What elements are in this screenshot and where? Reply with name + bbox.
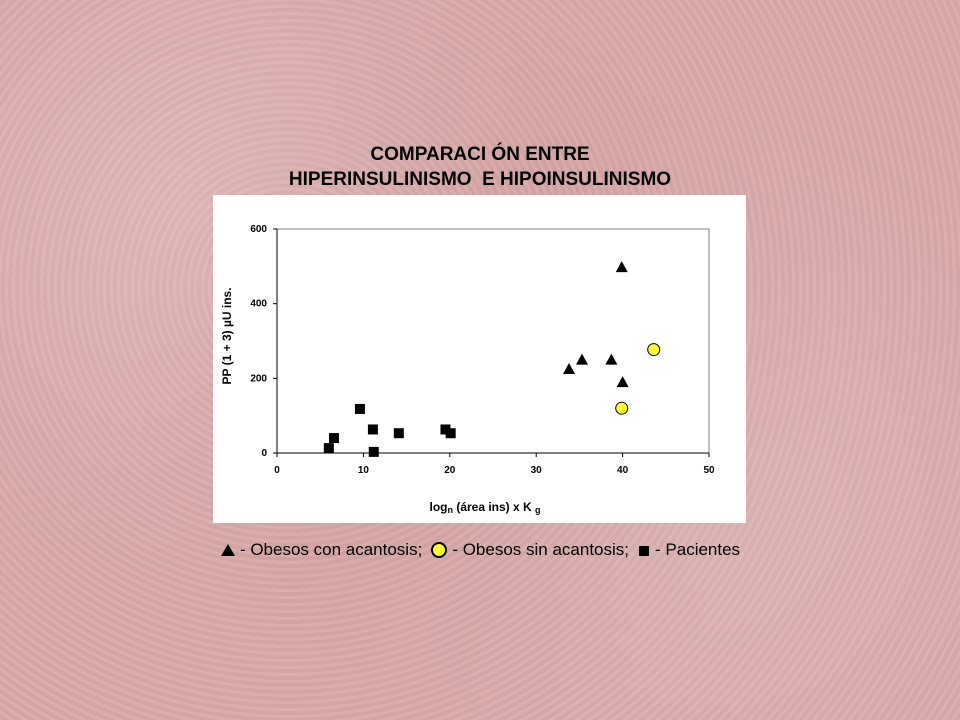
data-point-square: [354, 403, 365, 414]
legend-item-obesos-sin-acantosis: - Obesos sin acantosis;: [430, 540, 629, 560]
legend-label: - Pacientes: [655, 540, 741, 559]
chart-area: 0 10 20 30 40 50 0 200 400 600 PP (1 + 3) µU ins. l…: [213, 195, 746, 523]
y-tick-label: 200: [250, 373, 267, 384]
legend-item-pacientes: - Pacientes: [637, 540, 740, 560]
data-point-triangle: [616, 376, 629, 388]
chart-title: COMPARACI ÓN ENTRE HIPERINSULINISMO E HI…: [0, 142, 960, 192]
legend-item-obesos-con-acantosis: - Obesos con acantosis;: [220, 540, 422, 560]
data-point-square: [329, 433, 340, 444]
x-tick-label: 10: [358, 465, 370, 476]
scatter-plot: 0 10 20 30 40 50 0 200 400 600 PP (1 + 3) µU ins. l…: [220, 224, 715, 515]
data-point-triangle: [563, 363, 576, 374]
y-tick-label: 400: [250, 299, 267, 310]
data-point-circle: [647, 343, 661, 357]
triangle-icon: [220, 544, 235, 556]
x-tick-label: 50: [703, 465, 715, 476]
y-tick-label: 600: [250, 224, 267, 235]
x-tick-label: 40: [617, 465, 629, 476]
y-axis-label: PP (1 + 3) µU ins.: [220, 287, 234, 384]
data-point-square: [368, 446, 379, 457]
legend-label: - Obesos con acantosis;: [239, 540, 423, 559]
data-point-triangle: [615, 261, 628, 273]
square-icon: [639, 546, 650, 556]
data-point-square: [323, 443, 334, 454]
data-point-square: [367, 424, 378, 435]
data-point-square: [440, 424, 451, 435]
legend-label: - Obesos sin acantosis;: [452, 540, 630, 559]
data-point-triangle: [605, 353, 618, 365]
y-tick-label: 0: [261, 448, 267, 459]
title-line-1: COMPARACI ÓN ENTRE: [370, 144, 590, 165]
x-tick-label: 30: [531, 465, 543, 476]
x-tick-label: 0: [274, 465, 280, 476]
legend: - Obesos con acantosis; - Obesos sin aca…: [0, 537, 960, 563]
data-point-circle: [615, 401, 629, 415]
data-point-square: [445, 428, 456, 439]
data-point-triangle: [575, 353, 588, 365]
x-tick-label: 20: [444, 465, 456, 476]
x-axis-label: logn (área ins) x K g: [429, 500, 540, 515]
circle-icon: [431, 542, 448, 558]
plot-frame: [276, 228, 710, 454]
data-point-square: [393, 428, 404, 439]
title-line-2: HIPERINSULINISMO E HIPOINSULINISMO: [288, 169, 672, 190]
